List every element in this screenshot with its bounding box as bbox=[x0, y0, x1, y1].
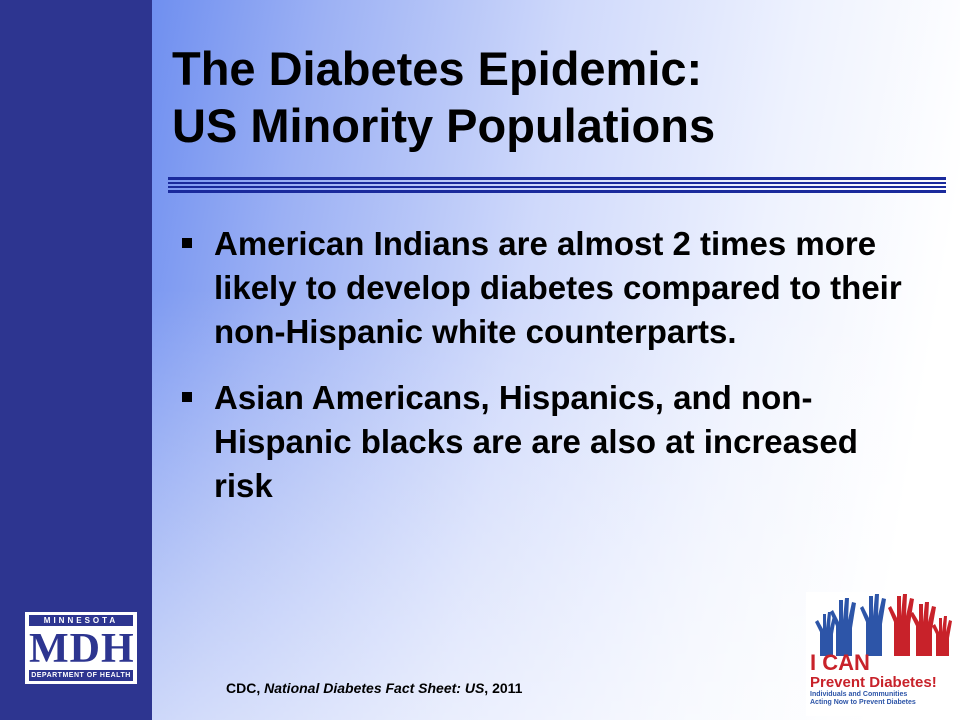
bullet-item: Asian Americans, Hispanics, and non-Hisp… bbox=[176, 376, 916, 508]
raised-hands-icon bbox=[815, 594, 952, 656]
bullet-text: American Indians are almost 2 times more… bbox=[214, 225, 902, 350]
mdh-logo-bottom: DEPARTMENT OF HEALTH bbox=[29, 670, 133, 681]
citation: CDC, National Diabetes Fact Sheet: US, 2… bbox=[226, 679, 522, 697]
title-divider bbox=[168, 177, 946, 193]
square-bullet-icon bbox=[182, 392, 192, 402]
icp-logo-sub2: Acting Now to Prevent Diabetes bbox=[810, 699, 916, 706]
left-sidebar-band bbox=[0, 0, 152, 720]
bullet-list: American Indians are almost 2 times more… bbox=[176, 222, 916, 530]
citation-source: CDC, bbox=[226, 680, 265, 696]
citation-title: National Diabetes Fact Sheet: US bbox=[264, 680, 485, 696]
title-line-2: US Minority Populations bbox=[172, 99, 716, 152]
square-bullet-icon bbox=[182, 238, 192, 248]
citation-year: , 2011 bbox=[484, 680, 523, 696]
icp-logo-line2: Prevent Diabetes! bbox=[810, 674, 937, 691]
bullet-text: Asian Americans, Hispanics, and non-Hisp… bbox=[214, 379, 858, 504]
mdh-logo: MINNESOTA MDH DEPARTMENT OF HEALTH bbox=[24, 611, 138, 685]
i-can-prevent-diabetes-logo: I CAN Prevent Diabetes! Individuals and … bbox=[806, 592, 954, 716]
title-line-1: The Diabetes Epidemic: bbox=[172, 42, 703, 95]
mdh-logo-top: MINNESOTA bbox=[29, 615, 133, 626]
icp-logo-line1: I CAN bbox=[810, 650, 870, 675]
icp-logo-sub1: Individuals and Communities bbox=[810, 691, 908, 698]
bullet-item: American Indians are almost 2 times more… bbox=[176, 222, 916, 354]
mdh-logo-main: MDH bbox=[29, 626, 135, 672]
slide-title: The Diabetes Epidemic: US Minority Popul… bbox=[172, 40, 942, 154]
